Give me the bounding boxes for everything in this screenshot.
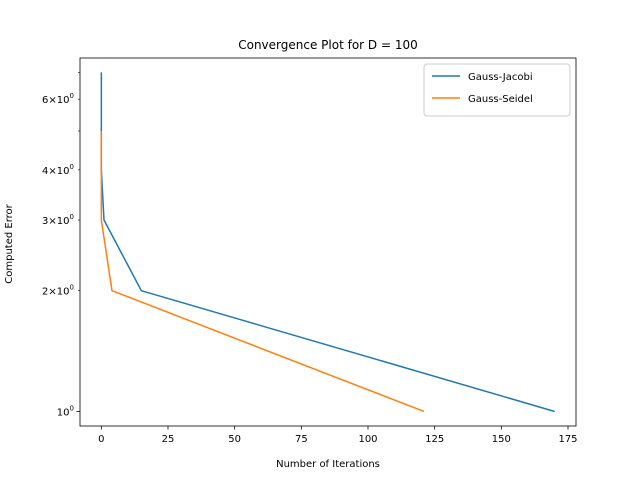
legend: Gauss-Jacobi Gauss-Seidel [423, 63, 571, 117]
x-tick-label: 175 [558, 434, 577, 445]
x-tick-label: 150 [492, 434, 511, 445]
x-axis: 0 25 50 75 100 125 150 175 [98, 426, 578, 445]
y-axis: 100 2×100 3×100 4×100 6×100 [42, 72, 80, 418]
legend-box [423, 63, 571, 117]
y-major-tick-label: 100 [57, 404, 74, 418]
y-axis-label: Computed Error [4, 203, 15, 283]
x-tick-label: 125 [425, 434, 444, 445]
x-tick-label: 25 [162, 434, 175, 445]
y-minor-tick-label: 2×100 [42, 284, 74, 298]
x-tick-label: 100 [358, 434, 377, 445]
x-tick-label: 50 [228, 434, 241, 445]
series-line-gauss-jacobi [100, 72, 555, 413]
x-tick-label: 0 [98, 434, 104, 445]
x-axis-label: Number of Iterations [276, 459, 380, 470]
y-minor-tick-label: 4×100 [42, 163, 74, 177]
y-minor-tick-label: 3×100 [42, 213, 74, 227]
legend-label: Gauss-Seidel [468, 94, 533, 105]
legend-label: Gauss-Jacobi [468, 72, 533, 83]
series-line-gauss-seidel [100, 130, 425, 413]
y-minor-tick-label: 6×100 [42, 92, 74, 106]
x-tick-label: 75 [295, 434, 308, 445]
plot-frame [79, 57, 577, 427]
chart-title: Convergence Plot for D = 100 [238, 38, 418, 52]
plot-area [100, 72, 555, 413]
